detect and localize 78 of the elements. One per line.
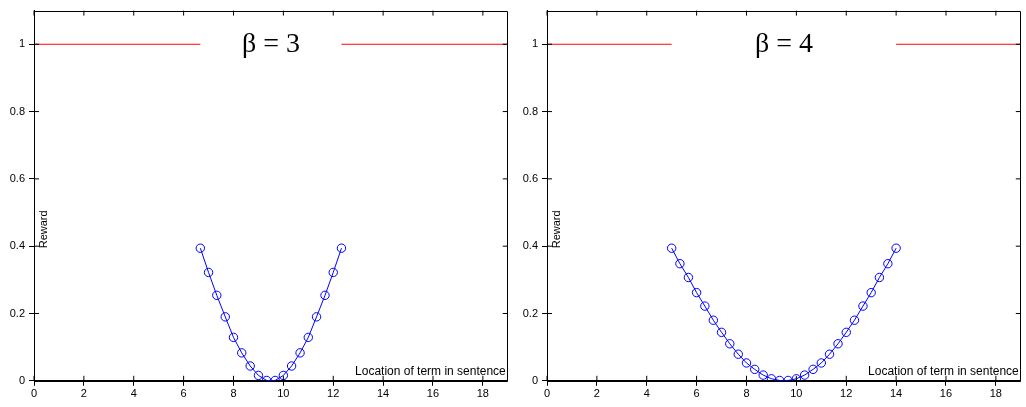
point — [328, 267, 338, 278]
x-tick-label: 8 — [230, 387, 237, 400]
y-tick-label: 1 — [531, 37, 538, 50]
x-tick-label: 14 — [889, 387, 903, 400]
x-tick-label: 0 — [30, 387, 38, 400]
point — [311, 312, 322, 322]
point — [741, 358, 752, 368]
point — [666, 243, 677, 253]
point — [883, 258, 893, 269]
point — [708, 315, 719, 325]
point — [799, 370, 810, 380]
y-axis-title: Reward — [37, 210, 50, 249]
point — [700, 301, 710, 311]
y-axis-title: Reward — [550, 210, 563, 249]
x-tick-label: 2 — [80, 387, 87, 400]
point — [286, 361, 297, 371]
x-tick-label: 14 — [376, 387, 390, 400]
text: β = 4 — [754, 26, 813, 58]
y-tick-label: 1 — [18, 37, 25, 50]
y-tick-label: 0.8 — [522, 104, 538, 117]
x-tick-label: 10 — [277, 387, 290, 400]
x-tick-label: 8 — [743, 387, 750, 400]
y-tick-label: 0 — [531, 373, 538, 386]
point — [866, 287, 876, 298]
x-tick-label: 10 — [790, 387, 803, 400]
y-tick-label: 0.2 — [9, 306, 25, 319]
point — [303, 332, 314, 343]
x-tick-label: 12 — [327, 387, 340, 400]
y-tick-label: 0.6 — [522, 171, 538, 184]
x-tick-label: 18 — [476, 387, 489, 400]
x-tick-label: 18 — [989, 387, 1002, 400]
point — [228, 332, 239, 343]
point — [833, 339, 843, 349]
point — [874, 272, 885, 283]
text: β = 3 — [241, 26, 300, 58]
x-tick-label: 0 — [543, 387, 551, 400]
point — [245, 361, 255, 371]
point — [816, 358, 827, 368]
y-tick-label: 0 — [18, 373, 25, 386]
point — [253, 370, 264, 381]
point — [295, 348, 305, 358]
point — [220, 312, 230, 322]
x-axis-title: Location of term in sentence — [868, 363, 1020, 378]
point — [336, 243, 347, 253]
point — [212, 290, 222, 301]
point — [824, 349, 835, 359]
y-tick-label: 0.6 — [9, 171, 25, 184]
y-tick-label: 0.4 — [9, 239, 25, 252]
point — [683, 272, 694, 283]
x-tick-label: 6 — [693, 387, 700, 400]
point — [691, 287, 702, 298]
point — [758, 370, 768, 380]
x-tick-label: 4 — [130, 387, 137, 400]
point — [841, 327, 851, 338]
point — [891, 243, 901, 253]
point — [195, 243, 206, 253]
point — [849, 315, 860, 325]
point — [725, 339, 735, 349]
point — [858, 301, 868, 311]
x-tick-label: 12 — [840, 387, 853, 400]
x-tick-label: 2 — [593, 387, 600, 400]
x-tick-label: 4 — [643, 387, 650, 400]
point — [750, 364, 760, 375]
point — [237, 348, 247, 358]
x-tick-label: 16 — [939, 387, 953, 400]
point — [675, 258, 685, 269]
x-axis-title: Location of term in sentence — [355, 363, 507, 378]
y-tick-label: 0.2 — [522, 306, 538, 319]
y-tick-label: 0.8 — [9, 104, 25, 117]
point — [203, 267, 214, 278]
x-tick-label: 16 — [426, 387, 440, 400]
point — [278, 370, 289, 381]
point — [808, 364, 818, 375]
x-tick-label: 6 — [180, 387, 187, 400]
point — [733, 349, 743, 359]
point — [716, 327, 727, 338]
point — [320, 290, 330, 301]
y-tick-label: 0.4 — [522, 239, 538, 252]
